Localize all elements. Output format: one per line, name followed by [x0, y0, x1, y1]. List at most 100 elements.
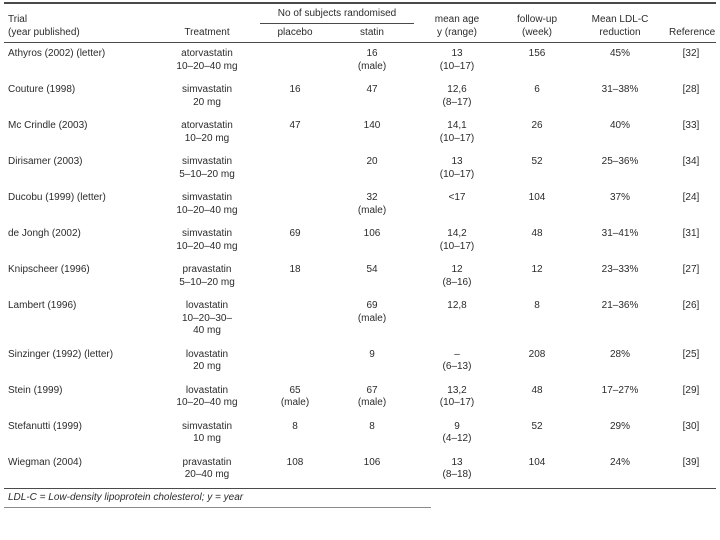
cell-mean-age: 13 (10–17) [439, 156, 475, 180]
cell-mean-age: <17 [448, 192, 466, 203]
cell-mean-age: – (6–13) [442, 348, 472, 373]
cell-reference: [30] [682, 420, 700, 432]
cell-treatment: lovastatin 10–20–40 mg [176, 384, 238, 409]
table-row: Ducobu (1999) (letter) simvastatin 10–20… [4, 187, 716, 223]
cell-follow-up: 52 [531, 420, 543, 432]
cell-statin: 54 [366, 264, 378, 275]
cell-trial: Couture (1998) [8, 84, 76, 95]
cell-reference: [25] [682, 348, 700, 360]
cell-mean-age: 12,6 (8–17) [442, 84, 472, 108]
cell-trial: Sinzinger (1992) (letter) [8, 348, 114, 360]
cell-trial: Athyros (2002) (letter) [8, 48, 106, 59]
table-row: de Jongh (2002) simvastatin 10–20–40 mg … [4, 223, 716, 259]
cell-ldl-reduction: 31–41% [601, 228, 639, 239]
cell-ldl-reduction: 37% [609, 192, 630, 203]
cell-statin: 20 [366, 156, 378, 167]
header-treatment: Treatment [154, 3, 260, 43]
cell-reference: [28] [682, 84, 700, 95]
cell-treatment: simvastatin 10–20–40 mg [176, 192, 238, 216]
cell-ldl-reduction: 25–36% [601, 156, 639, 167]
cell-placebo: 16 [289, 84, 301, 95]
statin-trials-table: Trial (year published) Treatment No of s… [4, 2, 716, 489]
cell-ldl-reduction: 17–27% [601, 384, 639, 396]
cell-placebo [260, 43, 330, 80]
cell-ldl-reduction: 23–33% [601, 264, 639, 275]
cell-follow-up: 12 [531, 264, 543, 275]
table-row: Wiegman (2004) pravastatin 20–40 mg 108 … [4, 451, 716, 489]
cell-reference: [34] [682, 156, 700, 167]
cell-ldl-reduction: 21–36% [601, 300, 639, 311]
cell-statin: 67 (male) [357, 384, 387, 409]
cell-trial: Wiegman (2004) [4, 451, 154, 489]
header-subjects-randomised: No of subjects randomised [260, 3, 414, 24]
cell-reference: [26] [682, 300, 700, 311]
table-footnote: LDL-C = Low-density lipoprotein choleste… [8, 491, 244, 503]
cell-placebo [260, 151, 330, 187]
cell-placebo [260, 295, 330, 344]
header-placebo: placebo [260, 23, 330, 43]
cell-placebo [260, 344, 330, 380]
cell-trial: Dirisamer (2003) [8, 156, 83, 167]
cell-statin: 9 [369, 348, 375, 360]
cell-ldl-reduction: 31–38% [601, 84, 639, 95]
table-row: Sinzinger (1992) (letter) lovastatin 20 … [4, 344, 716, 380]
cell-placebo: 47 [289, 120, 301, 131]
cell-statin: 106 [363, 228, 381, 239]
cell-treatment: simvastatin 5–10–20 mg [179, 156, 235, 180]
cell-follow-up: 208 [528, 348, 546, 360]
cell-trial: Mc Crindle (2003) [8, 120, 88, 131]
cell-reference: [31] [682, 228, 700, 239]
cell-statin: 8 [369, 420, 375, 432]
header-statin: statin [330, 23, 414, 43]
table-row: Stein (1999) lovastatin 10–20–40 mg 65 (… [4, 380, 716, 416]
table-row: Dirisamer (2003) simvastatin 5–10–20 mg … [4, 151, 716, 187]
cell-follow-up: 104 [500, 451, 574, 489]
cell-mean-age: 13,2 (10–17) [439, 384, 475, 409]
cell-mean-age: 13 (10–17) [439, 48, 475, 72]
cell-ldl-reduction: 29% [609, 420, 630, 432]
cell-placebo: 65 (male) [280, 384, 310, 409]
cell-placebo [260, 187, 330, 223]
cell-follow-up: 6 [534, 84, 540, 95]
cell-reference: [32] [682, 48, 700, 59]
header-follow-up: follow-up (week) [500, 3, 574, 43]
cell-trial: Knipscheer (1996) [8, 264, 90, 275]
header-trial: Trial (year published) [4, 3, 154, 43]
cell-follow-up: 52 [531, 156, 543, 167]
cell-statin: 16 (male) [357, 48, 387, 72]
cell-reference: [27] [682, 264, 700, 275]
table-body: Athyros (2002) (letter) atorvastatin 10–… [4, 43, 716, 489]
cell-trial: Ducobu (1999) (letter) [8, 192, 106, 203]
table-header: Trial (year published) Treatment No of s… [4, 3, 716, 43]
header-ldl-reduction: Mean LDL-C reduction [574, 3, 666, 43]
cell-trial: Lambert (1996) [8, 300, 77, 311]
cell-reference: [24] [682, 192, 700, 203]
footnote-divider [4, 506, 432, 509]
cell-mean-age: 12,8 [447, 300, 467, 311]
cell-follow-up: 48 [531, 228, 543, 239]
table-row: Knipscheer (1996) pravastatin 5–10–20 mg… [4, 259, 716, 295]
cell-statin: 69 (male) [357, 300, 387, 324]
table-row: Couture (1998) simvastatin 20 mg 16 47 1… [4, 79, 716, 115]
header-mean-age: mean age y (range) [414, 3, 500, 43]
table-row: Athyros (2002) (letter) atorvastatin 10–… [4, 43, 716, 80]
cell-treatment: simvastatin 20 mg [181, 84, 232, 108]
cell-ldl-reduction: 45% [609, 48, 630, 59]
cell-follow-up: 104 [528, 192, 546, 203]
cell-reference: [29] [682, 384, 700, 396]
cell-follow-up: 48 [531, 384, 543, 396]
cell-reference: [33] [682, 120, 700, 131]
cell-ldl-reduction: 40% [609, 120, 630, 131]
cell-treatment: simvastatin 10 mg [181, 420, 232, 445]
cell-trial: de Jongh (2002) [8, 228, 81, 239]
table-row: Mc Crindle (2003) atorvastatin 10–20 mg … [4, 115, 716, 151]
cell-mean-age: 12 (8–16) [442, 264, 472, 288]
cell-statin: 47 [366, 84, 378, 95]
cell-ldl-reduction: 28% [609, 348, 630, 360]
cell-treatment: pravastatin 20–40 mg [154, 451, 260, 489]
cell-follow-up: 8 [534, 300, 540, 311]
cell-statin: 140 [363, 120, 381, 131]
cell-treatment: pravastatin 5–10–20 mg [179, 264, 235, 288]
cell-statin: 106 [330, 451, 414, 489]
cell-mean-age: 14,2 (10–17) [439, 228, 475, 252]
